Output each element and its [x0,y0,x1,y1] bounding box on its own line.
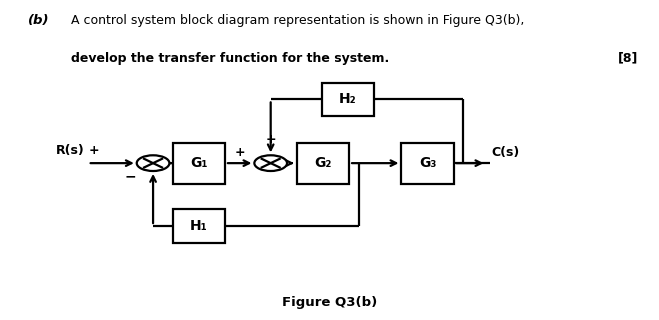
Text: +: + [266,133,276,146]
Bar [401,143,453,184]
Text: R(s): R(s) [56,145,84,157]
Bar [173,143,225,184]
Text: [8]: [8] [617,52,638,65]
Text: H₁: H₁ [190,219,208,233]
Text: G₃: G₃ [419,156,436,170]
Text: Figure Q3(b): Figure Q3(b) [282,296,377,309]
Text: +: + [235,146,245,159]
Text: G₂: G₂ [314,156,331,170]
Text: +: + [89,145,100,157]
Text: C(s): C(s) [492,146,520,159]
Circle shape [254,155,287,171]
Text: G₁: G₁ [190,156,208,170]
Text: −: − [125,169,136,183]
Bar [322,83,374,116]
Bar [297,143,349,184]
Text: H₂: H₂ [339,92,357,107]
Text: (b): (b) [28,14,49,27]
Text: A control system block diagram representation is shown in Figure Q3(b),: A control system block diagram represent… [71,14,525,27]
Circle shape [136,155,169,171]
Bar [173,209,225,243]
Text: develop the transfer function for the system.: develop the transfer function for the sy… [71,52,389,65]
